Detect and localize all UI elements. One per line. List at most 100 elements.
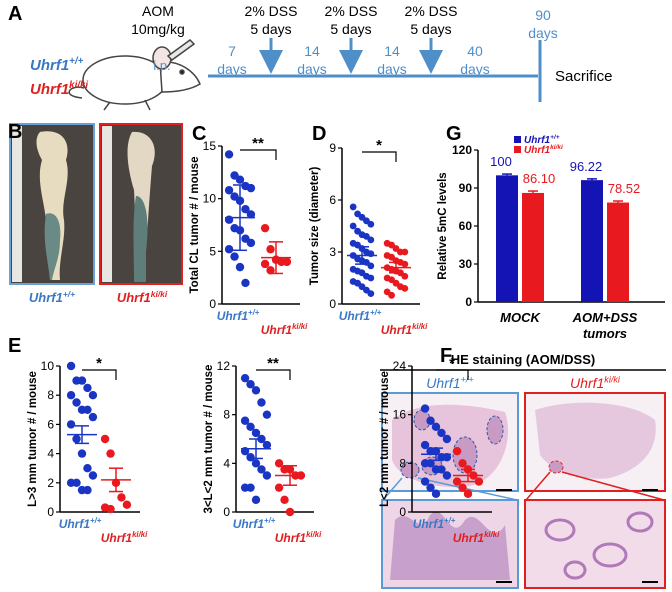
data-point xyxy=(251,495,261,505)
data-point xyxy=(246,422,255,432)
genotype-sup: +/+ xyxy=(370,308,382,317)
genotype-sup: +/+ xyxy=(248,308,260,317)
data-point xyxy=(431,489,441,498)
genotype-label: Uhrf1+/+ xyxy=(524,134,560,146)
value-label: 78.52 xyxy=(608,181,641,196)
y-tick-label: 8 xyxy=(223,408,230,422)
panel-label: B xyxy=(8,121,22,143)
data-point xyxy=(72,398,81,407)
genotype-name: Uhrf1 xyxy=(570,375,604,391)
data-point xyxy=(280,495,289,505)
treatment: AOM xyxy=(142,3,174,19)
legend-swatch xyxy=(514,136,521,143)
data-point xyxy=(246,183,256,193)
data-point xyxy=(260,223,270,233)
data-point xyxy=(251,459,261,468)
data-point xyxy=(83,383,92,393)
data-point xyxy=(88,391,98,400)
dss-label: 5 days xyxy=(330,21,371,37)
data-point xyxy=(442,471,452,480)
data-point xyxy=(246,380,255,389)
genotype-sup: +/+ xyxy=(69,56,83,67)
y-tick-label: 4 xyxy=(223,456,230,470)
data-point xyxy=(224,245,234,254)
data-point xyxy=(367,220,375,228)
genotype-name: Uhrf1 xyxy=(233,517,265,531)
data-point xyxy=(106,504,115,514)
significance: * xyxy=(376,137,382,154)
data-point xyxy=(246,210,256,219)
genotype-name: Uhrf1 xyxy=(30,81,69,98)
genotype-label: Uhrf1ki/ki xyxy=(275,530,322,545)
interval-label: days xyxy=(217,61,247,77)
y-tick-label: 12 xyxy=(217,359,231,373)
data-point xyxy=(241,205,250,214)
genotype-label: Uhrf1+/+ xyxy=(217,308,260,323)
data-point xyxy=(474,477,484,486)
data-point xyxy=(260,259,270,269)
significance-bracket xyxy=(240,149,277,160)
significance-bracket xyxy=(82,369,117,380)
y-axis-label: 3<L<2 mm tumor # / mouse xyxy=(203,365,215,514)
y-tick-label: 3 xyxy=(329,245,336,259)
data-point xyxy=(458,483,467,492)
y-tick-label: 4 xyxy=(47,447,54,461)
data-point xyxy=(251,428,261,438)
genotype-sup: +/+ xyxy=(90,516,102,525)
panel-label: D xyxy=(312,123,326,145)
panel-title: HE staining (AOM/DSS) xyxy=(451,352,595,367)
bar xyxy=(496,175,518,302)
data-point xyxy=(420,477,430,486)
data-point xyxy=(66,391,76,400)
dss-label: 2% DSS xyxy=(405,3,458,19)
genotype-sup: +/+ xyxy=(444,516,456,525)
genotype-name: Uhrf1 xyxy=(413,517,445,531)
y-tick-label: 0 xyxy=(329,297,336,311)
data-point xyxy=(83,485,92,495)
data-point xyxy=(452,477,462,486)
genotype-name: Uhrf1 xyxy=(30,57,69,74)
data-point xyxy=(262,471,272,480)
data-point xyxy=(246,238,256,248)
data-point xyxy=(266,266,275,275)
data-point xyxy=(266,245,275,254)
y-axis-label: Tumor size (diameter) xyxy=(309,167,321,286)
interval-label: days xyxy=(377,61,407,77)
data-point xyxy=(77,376,87,385)
interval-label: days xyxy=(297,61,327,77)
y-tick-label: 2 xyxy=(47,476,54,490)
category-label: AOM+DSS xyxy=(572,310,638,325)
category-label: tumors xyxy=(583,326,627,341)
dss-label: 5 days xyxy=(410,21,451,37)
genotype-sup: +/+ xyxy=(264,516,276,525)
data-point xyxy=(224,215,234,224)
genotype-label: Uhrf1ki/ki xyxy=(117,289,168,305)
y-tick-label: 6 xyxy=(329,193,336,207)
genotype-sup: +/+ xyxy=(461,374,474,384)
legend-swatch xyxy=(514,146,521,153)
endpoint: 90 xyxy=(535,7,551,23)
data-point xyxy=(401,260,409,268)
route: i.p. xyxy=(153,58,170,73)
data-point xyxy=(367,290,375,297)
data-point xyxy=(262,410,272,419)
y-axis-label: Total CL tumor # / mouse xyxy=(189,157,201,294)
data-point xyxy=(72,478,81,487)
genotype-name: Uhrf1 xyxy=(524,135,551,146)
data-point xyxy=(106,449,115,458)
data-point xyxy=(251,386,261,395)
data-point xyxy=(262,440,272,450)
data-point xyxy=(442,453,452,462)
genotype-label: Uhrf1ki/ki xyxy=(30,80,88,98)
y-tick-label: 30 xyxy=(459,257,473,271)
interval-label: 40 xyxy=(467,43,483,59)
genotype-sup: ki/ki xyxy=(151,289,168,299)
genotype-sup: ki/ki xyxy=(292,322,308,331)
y-tick-label: 5 xyxy=(209,244,216,258)
data-point xyxy=(230,252,239,261)
value-label: 100 xyxy=(490,154,512,169)
y-tick-label: 6 xyxy=(47,417,54,431)
genotype-label: Uhrf1ki/ki xyxy=(381,322,428,337)
data-point xyxy=(83,405,92,414)
y-tick-label: 60 xyxy=(459,219,473,233)
